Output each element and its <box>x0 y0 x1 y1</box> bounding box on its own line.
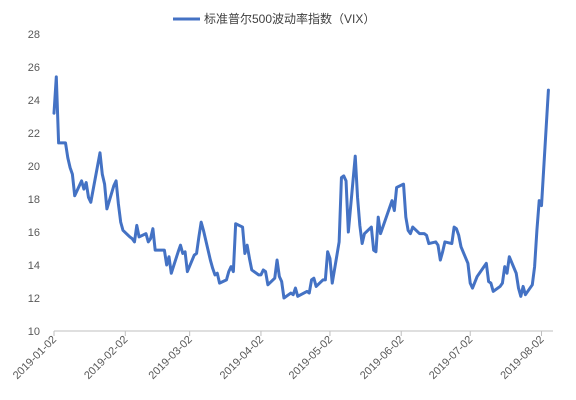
y-tick-label: 26 <box>28 62 40 74</box>
x-tick-label: 2019-02-02 <box>82 334 130 382</box>
y-tick-label: 28 <box>28 29 40 41</box>
x-tick-label: 2019-08-02 <box>498 334 546 382</box>
x-tick-label: 2019-01-02 <box>11 334 59 382</box>
legend-label: 标准普尔500波动率指数（VIX） <box>204 11 375 26</box>
y-tick-label: 24 <box>28 95 40 107</box>
x-tick-label: 2019-07-02 <box>427 334 475 382</box>
series-line-vix <box>52 75 550 300</box>
y-tick-label: 16 <box>28 227 40 239</box>
y-tick-label: 12 <box>28 293 40 305</box>
x-tick-label: 2019-05-02 <box>287 334 335 382</box>
plot-area <box>52 75 550 300</box>
y-tick-label: 10 <box>28 326 40 338</box>
x-axis: 2019-01-02 2019-02-02 2019-03-02 2019-04-02… <box>11 330 553 382</box>
legend: 标准普尔500波动率指数（VIX） <box>173 11 375 26</box>
y-axis: 10 12 14 16 18 20 22 24 26 28 <box>28 29 40 338</box>
y-tick-label: 22 <box>28 128 40 140</box>
x-tick-label: 2019-04-02 <box>218 334 266 382</box>
y-tick-label: 14 <box>28 260 40 272</box>
x-tick-label: 2019-06-02 <box>358 334 406 382</box>
y-tick-label: 18 <box>28 194 40 206</box>
y-tick-label: 20 <box>28 161 40 173</box>
x-tick-label: 2019-03-02 <box>147 334 195 382</box>
